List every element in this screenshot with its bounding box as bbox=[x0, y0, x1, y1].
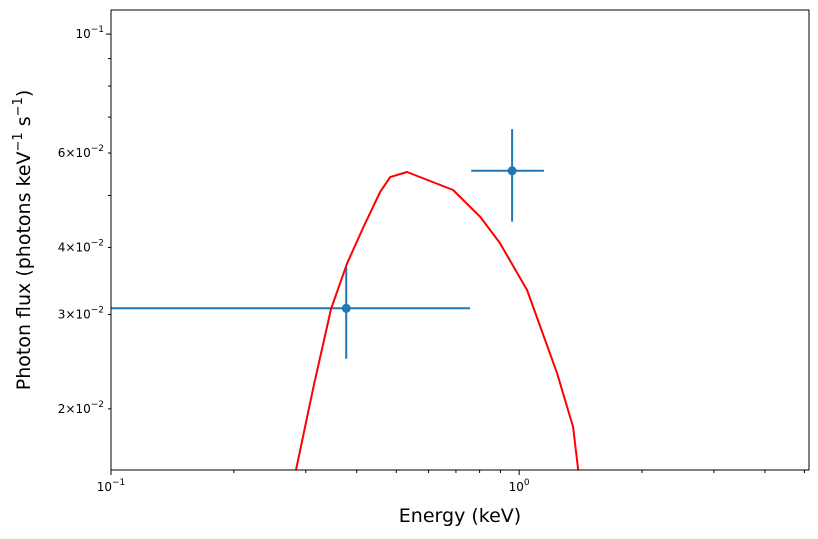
data-point bbox=[507, 166, 517, 176]
y-label-text: ) bbox=[13, 90, 35, 97]
data-point-group bbox=[111, 267, 471, 359]
y-tick-label: 10−1 bbox=[75, 25, 104, 41]
data-point-group bbox=[471, 129, 544, 222]
y-label-text: Photon flux (photons keV bbox=[13, 151, 35, 390]
model-curve bbox=[295, 171, 580, 470]
x-tick-label: 100 bbox=[509, 478, 530, 494]
y-tick-mantissa: 10 bbox=[75, 27, 90, 41]
plot-area bbox=[111, 129, 580, 470]
y-tick-label: 3×10−2 bbox=[58, 305, 104, 321]
y-label-exponent: −1 bbox=[11, 132, 26, 151]
x-tick-base: 10 bbox=[97, 480, 112, 494]
x-tick-exponent: 0 bbox=[524, 478, 530, 488]
y-tick-mantissa: 4×10 bbox=[58, 240, 91, 254]
x-tick-exponent: −1 bbox=[112, 478, 125, 488]
x-tick-base: 10 bbox=[509, 480, 524, 494]
y-tick-exponent: −2 bbox=[91, 238, 104, 248]
y-axis-label: Photon flux (photons keV−1 s−1) bbox=[11, 90, 35, 391]
data-point bbox=[341, 303, 351, 313]
plot-frame bbox=[110, 9, 810, 471]
y-tick-mantissa: 2×10 bbox=[58, 402, 91, 416]
y-label-exponent: −1 bbox=[11, 97, 26, 116]
y-tick-label: 6×10−2 bbox=[58, 144, 104, 160]
y-tick-exponent: −2 bbox=[91, 305, 104, 315]
y-tick-mantissa: 3×10 bbox=[58, 307, 91, 321]
x-tick-label: 10−1 bbox=[97, 478, 126, 494]
y-label-text: s bbox=[13, 116, 35, 132]
y-tick-label: 2×10−2 bbox=[58, 400, 104, 416]
x-axis-label: Energy (keV) bbox=[399, 505, 521, 527]
y-tick-exponent: −2 bbox=[91, 400, 104, 410]
y-tick-exponent: −2 bbox=[91, 144, 104, 154]
y-tick-mantissa: 6×10 bbox=[58, 146, 91, 160]
y-tick-exponent: −1 bbox=[91, 25, 104, 35]
y-tick-label: 4×10−2 bbox=[58, 238, 104, 254]
